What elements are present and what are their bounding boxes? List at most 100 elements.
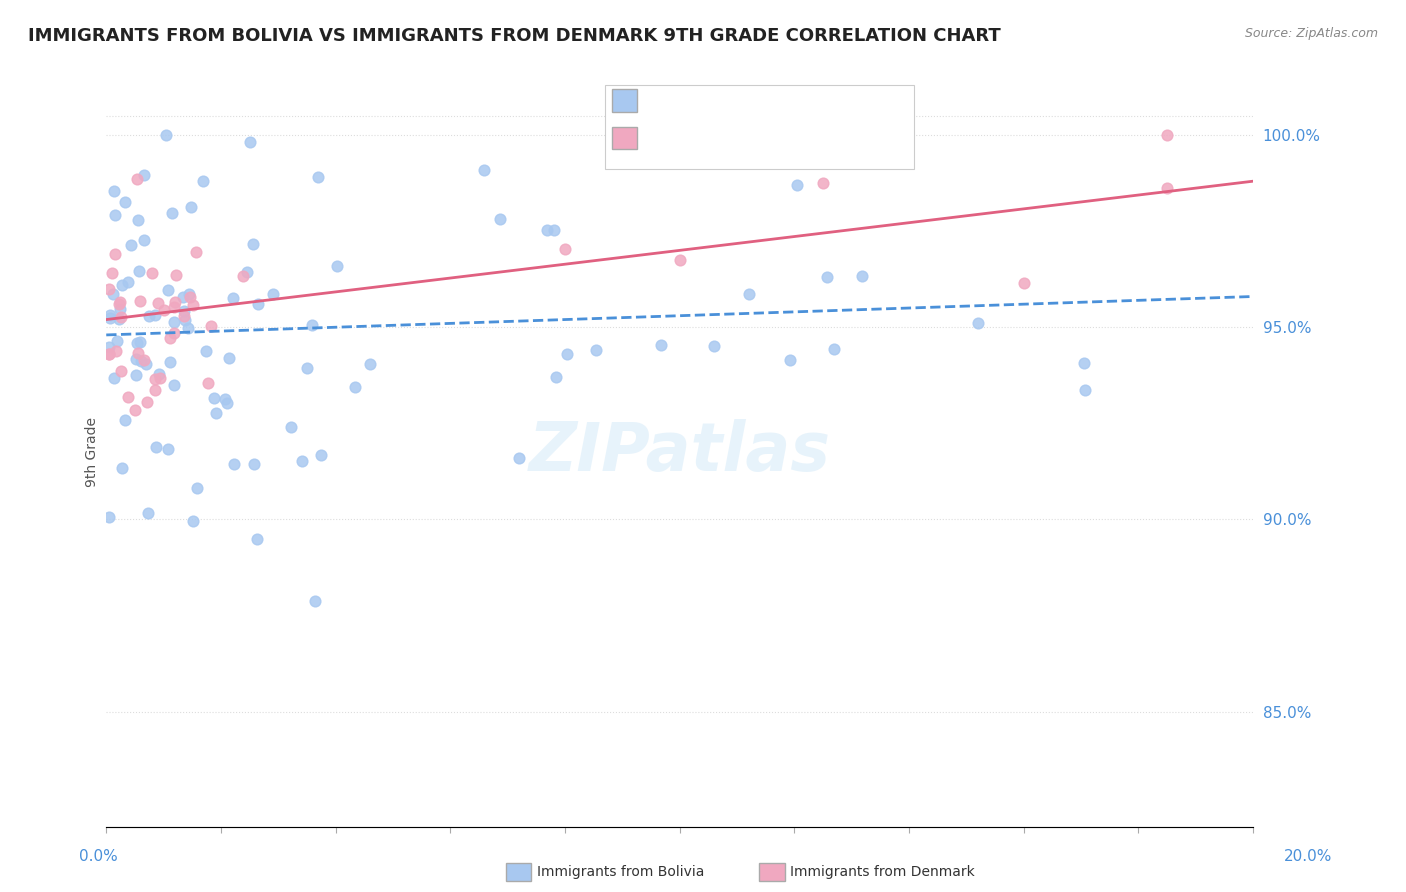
Point <box>98 510 121 524</box>
Point <box>177 321 200 335</box>
Text: 20.0%: 20.0% <box>1284 849 1331 863</box>
Point <box>98 309 121 323</box>
Text: R = 0.075   N = 93: R = 0.075 N = 93 <box>643 92 800 110</box>
Point <box>129 335 152 350</box>
Point <box>703 339 725 353</box>
Point <box>823 342 845 356</box>
Point <box>650 338 672 352</box>
Point <box>111 460 134 475</box>
Point <box>307 169 329 184</box>
Point <box>1074 383 1097 397</box>
Point <box>163 300 186 314</box>
Point <box>165 268 187 282</box>
Point <box>104 247 127 261</box>
Y-axis label: 9th Grade: 9th Grade <box>86 417 100 487</box>
Point <box>239 135 262 149</box>
Point <box>180 200 202 214</box>
Point <box>173 303 195 318</box>
Point <box>536 222 558 236</box>
Point <box>103 371 125 385</box>
Point <box>98 282 121 296</box>
Point <box>134 234 156 248</box>
Point <box>107 296 129 310</box>
Point <box>120 238 142 252</box>
Point <box>184 245 207 260</box>
Text: 0.0%: 0.0% <box>79 849 118 863</box>
Point <box>136 507 159 521</box>
Point <box>163 315 186 329</box>
Point <box>117 390 139 404</box>
Point <box>159 331 181 345</box>
Point <box>173 310 195 324</box>
Text: Immigrants from Denmark: Immigrants from Denmark <box>790 865 974 880</box>
Point <box>127 346 149 360</box>
Point <box>129 353 152 368</box>
Point <box>114 195 136 210</box>
Point <box>222 458 245 472</box>
Point <box>301 318 323 332</box>
Point <box>111 277 134 292</box>
Point <box>205 406 228 420</box>
Text: ZIPatlas: ZIPatlas <box>529 419 831 485</box>
Point <box>246 297 269 311</box>
Point <box>218 351 240 366</box>
Point <box>104 208 127 222</box>
Point <box>143 384 166 398</box>
Point <box>163 326 186 341</box>
Point <box>148 296 170 310</box>
Point <box>359 357 381 371</box>
Point <box>343 380 366 394</box>
Point <box>1073 356 1095 370</box>
Point <box>222 292 245 306</box>
Point <box>149 371 172 385</box>
Point <box>156 283 179 297</box>
Point <box>135 357 157 371</box>
Point <box>128 294 150 309</box>
Point <box>138 309 160 323</box>
Point <box>200 318 222 333</box>
Point <box>98 347 121 361</box>
Point <box>1156 180 1178 194</box>
Point <box>108 311 131 326</box>
Point <box>191 174 214 188</box>
Point <box>125 368 148 382</box>
Point <box>177 287 200 301</box>
Point <box>117 275 139 289</box>
Point <box>186 481 208 495</box>
Point <box>236 265 259 279</box>
Point <box>738 287 761 301</box>
Text: Source: ZipAtlas.com: Source: ZipAtlas.com <box>1244 27 1378 40</box>
Point <box>145 371 167 385</box>
Point <box>172 290 194 304</box>
Point <box>183 298 205 312</box>
Point <box>108 295 131 310</box>
Point <box>103 287 125 301</box>
Point <box>159 355 181 369</box>
Point <box>163 294 186 309</box>
Point <box>125 335 148 350</box>
Point <box>153 303 176 318</box>
Point <box>110 301 132 316</box>
Point <box>145 441 167 455</box>
Point <box>1012 276 1035 290</box>
Point <box>136 395 159 409</box>
Point <box>160 206 183 220</box>
Point <box>124 402 146 417</box>
Point <box>546 369 568 384</box>
Point <box>217 396 239 410</box>
Point <box>100 310 122 325</box>
Point <box>585 343 607 358</box>
Point <box>155 128 177 142</box>
Text: R = 0.075   N = 93: R = 0.075 N = 93 <box>633 94 790 112</box>
Point <box>543 223 565 237</box>
Point <box>232 269 254 284</box>
Point <box>967 316 990 330</box>
Point <box>668 252 690 267</box>
Text: R = 0.375   N = 41: R = 0.375 N = 41 <box>643 129 800 147</box>
Point <box>851 268 873 283</box>
Point <box>489 211 512 226</box>
Point <box>262 287 284 301</box>
Point <box>105 334 128 348</box>
Point <box>290 454 312 468</box>
Point <box>246 533 269 547</box>
